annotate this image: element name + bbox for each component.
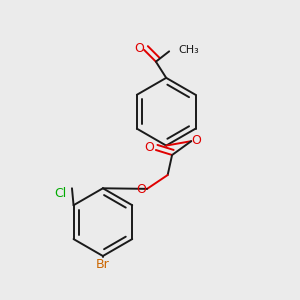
- Text: O: O: [145, 141, 154, 154]
- Text: O: O: [136, 183, 146, 196]
- Text: Br: Br: [96, 258, 110, 271]
- Text: Cl: Cl: [54, 187, 66, 200]
- Text: O: O: [192, 134, 202, 147]
- Text: CH₃: CH₃: [178, 46, 199, 56]
- Text: O: O: [134, 42, 144, 55]
